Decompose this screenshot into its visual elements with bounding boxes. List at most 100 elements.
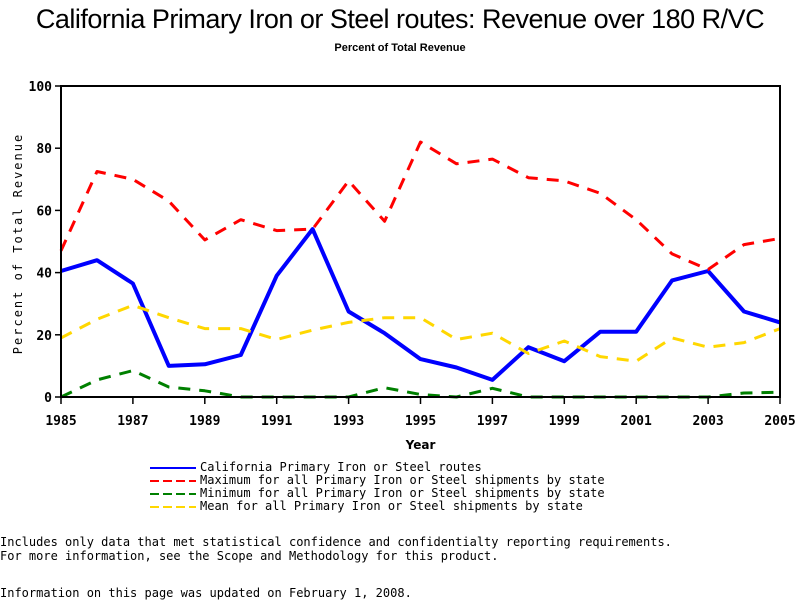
data-point-3-1998 (527, 353, 529, 355)
legend-label-maximum: Maximum for all Primary Iron or Steel sh… (200, 473, 605, 487)
data-point-0-1997 (491, 379, 493, 381)
data-point-0-2001 (635, 331, 637, 333)
data-point-0-1986 (96, 259, 98, 261)
data-point-1-2002 (671, 253, 673, 255)
data-point-1-1998 (527, 177, 529, 179)
data-point-0-2000 (599, 331, 601, 333)
line-chart: 1985 1987 1989 1991 1993 1995 1997 1999 2001 2003… (11, 80, 796, 452)
x-tick-label: 1993 (333, 414, 364, 429)
chart-subtitle: Percent of Total Revenue (334, 42, 466, 54)
data-point-2-2004 (743, 392, 745, 394)
data-point-0-1998 (527, 346, 529, 348)
data-point-3-2000 (599, 356, 601, 358)
data-point-1-1996 (456, 163, 458, 165)
data-point-1-1993 (348, 180, 350, 182)
x-tick-label: 2001 (621, 414, 652, 429)
data-point-3-2002 (671, 337, 673, 339)
data-point-0-1993 (348, 311, 350, 313)
data-point-1-2001 (635, 219, 637, 221)
data-point-1-2004 (743, 244, 745, 246)
data-point-1-2000 (599, 192, 601, 194)
legend-swatch-california (150, 466, 196, 469)
data-point-1-2003 (707, 269, 709, 271)
data-point-1-1992 (312, 228, 314, 230)
legend-item-mean: Mean for all Primary Iron or Steel shipm… (150, 500, 605, 513)
data-point-3-1986 (96, 318, 98, 320)
data-point-2-1997 (491, 387, 493, 389)
data-point-0-1990 (240, 354, 242, 356)
data-point-3-1995 (420, 317, 422, 319)
data-point-3-1997 (491, 332, 493, 334)
legend-swatch-maximum (150, 479, 196, 482)
data-point-0-1994 (384, 332, 386, 334)
data-point-3-1996 (456, 339, 458, 341)
data-point-1-1986 (96, 171, 98, 173)
legend: California Primary Iron or Steel routes … (150, 461, 605, 513)
data-point-1-1989 (204, 239, 206, 241)
y-axis: 0 20 40 60 80 100 (29, 80, 61, 406)
legend-item-maximum: Maximum for all Primary Iron or Steel sh… (150, 474, 605, 487)
x-axis: 1985 1987 1989 1991 1993 1995 1997 1999 2001 2003… (45, 397, 796, 429)
data-point-0-1995 (420, 358, 422, 360)
y-tick-label: 100 (29, 80, 53, 95)
data-point-3-2001 (635, 360, 637, 362)
x-tick-label: 1987 (117, 414, 148, 429)
data-point-1-1990 (240, 219, 242, 221)
data-point-2-1988 (168, 386, 170, 388)
y-tick-label: 80 (36, 142, 52, 157)
data-point-3-2004 (743, 342, 745, 344)
x-tick-label: 1997 (477, 414, 508, 429)
data-point-0-1987 (132, 283, 134, 285)
plot-frame (60, 85, 781, 398)
legend-label-california: California Primary Iron or Steel routes (200, 460, 482, 474)
chart-title: California Primary Iron or Steel routes:… (35, 4, 765, 34)
y-tick-label: 0 (44, 391, 52, 406)
data-point-2-1994 (384, 387, 386, 389)
data-point-2-1989 (204, 390, 206, 392)
legend-label-mean: Mean for all Primary Iron or Steel shipm… (200, 499, 583, 513)
y-tick-label: 60 (36, 204, 52, 219)
x-tick-label: 1999 (549, 414, 580, 429)
footnote-methodology: For more information, see the Scope and … (0, 549, 499, 563)
data-point-0-1989 (204, 363, 206, 365)
data-point-3-1987 (132, 304, 134, 306)
data-point-2-1987 (132, 370, 134, 372)
data-point-0-2002 (671, 279, 673, 281)
data-point-1-1991 (276, 230, 278, 232)
y-axis-label: Percent of Total Revenue (11, 133, 25, 354)
data-point-3-1993 (348, 321, 350, 323)
x-tick-label: 1991 (261, 414, 292, 429)
series-line-3 (60, 303, 781, 363)
data-point-3-1994 (384, 317, 386, 319)
data-point-0-1999 (563, 360, 565, 362)
legend-swatch-minimum (150, 492, 196, 495)
data-point-3-1989 (204, 328, 206, 330)
data-point-3-1988 (168, 317, 170, 319)
data-point-3-1992 (312, 329, 314, 331)
data-point-1-1995 (420, 141, 422, 143)
data-point-3-1990 (240, 328, 242, 330)
x-tick-label: 2003 (692, 414, 723, 429)
footnote-updated: Information on this page was updated on … (0, 586, 412, 600)
series-line-1 (59, 140, 781, 271)
legend-item-minimum: Minimum for all Primary Iron or Steel sh… (150, 487, 605, 500)
legend-label-minimum: Minimum for all Primary Iron or Steel sh… (200, 486, 605, 500)
data-point-1-1999 (563, 180, 565, 182)
footnote-confidence: Includes only data that met statistical … (0, 535, 672, 549)
data-point-3-2003 (707, 346, 709, 348)
data-point-3-1991 (276, 339, 278, 341)
series-layer (59, 140, 781, 399)
data-point-0-2004 (743, 311, 745, 313)
data-point-0-1988 (168, 365, 170, 367)
series-line-0 (60, 227, 781, 382)
x-axis-label: Year (405, 438, 436, 452)
y-tick-label: 20 (36, 329, 52, 344)
series-line-2 (60, 369, 781, 399)
x-tick-label: 1989 (189, 414, 220, 429)
data-point-1-1994 (384, 220, 386, 222)
data-point-1-1987 (132, 178, 134, 180)
data-point-1-1988 (168, 200, 170, 202)
data-point-3-1999 (563, 340, 565, 342)
legend-item-california: California Primary Iron or Steel routes (150, 461, 605, 474)
data-point-0-1991 (276, 275, 278, 277)
